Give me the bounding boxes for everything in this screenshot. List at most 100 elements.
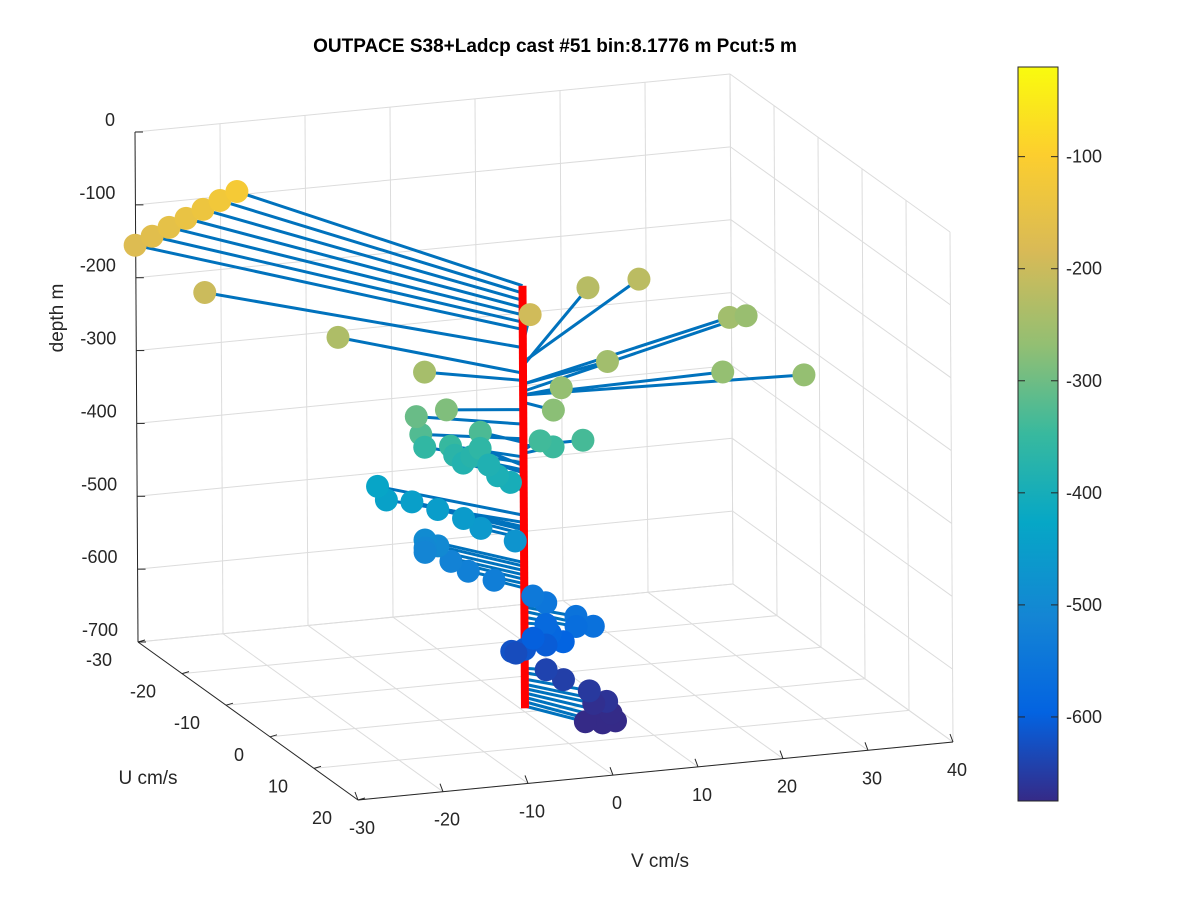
velocity-marker: [123, 233, 147, 257]
u-tick-label: 10: [268, 776, 288, 796]
velocity-marker: [503, 529, 527, 553]
velocity-stick: [185, 216, 524, 310]
velocity-stick: [416, 415, 524, 426]
velocity-stick: [522, 315, 730, 386]
side-wall-gridline: [861, 168, 866, 679]
v-tick-label: -10: [519, 801, 545, 821]
depth-tick-label: -500: [81, 474, 117, 494]
velocity-marker: [225, 180, 249, 204]
u-tick-mark: [181, 671, 190, 675]
velocity-markers: [123, 180, 816, 735]
velocity-marker: [541, 398, 565, 422]
u-tick-label: -30: [86, 650, 112, 670]
velocity-marker: [627, 267, 651, 291]
velocity-stick: [524, 687, 595, 705]
velocity-marker: [413, 540, 437, 564]
velocity-marker: [208, 188, 232, 212]
side-wall-gridline: [773, 105, 778, 616]
v-tick-mark: [864, 742, 869, 751]
velocity-marker: [581, 614, 605, 638]
v-tick-mark: [609, 766, 614, 776]
velocity-marker: [595, 350, 619, 374]
velocity-marker: [157, 215, 181, 239]
velocity-marker: [439, 549, 463, 573]
velocity-stick: [377, 484, 525, 517]
depth-tick-label: -600: [82, 547, 118, 567]
velocity-marker: [434, 398, 458, 422]
side-wall-gridline: [732, 583, 954, 743]
velocity-stick: [134, 243, 524, 331]
velocity-marker: [191, 197, 215, 221]
colorbar-tick-label: -500: [1066, 595, 1102, 615]
velocity-stick: [522, 277, 640, 364]
v-tick-label: 40: [947, 760, 967, 780]
v-tick-label: -20: [434, 810, 460, 830]
velocity-marker: [577, 679, 601, 703]
u-tick-mark: [137, 639, 146, 643]
velocity-stick: [204, 291, 524, 350]
velocity-marker: [711, 360, 735, 384]
side-wall-gridline: [949, 231, 954, 743]
depth-tick-label: -100: [79, 183, 115, 203]
floor-gridline: [181, 615, 778, 675]
u-tick-label: -20: [130, 682, 156, 702]
velocity-marker: [576, 276, 600, 300]
u-tick-mark: [357, 797, 366, 801]
velocity-marker: [528, 429, 552, 453]
velocity-marker: [404, 405, 428, 429]
colorbar-tick-label: -100: [1066, 147, 1102, 167]
colorbar-ticks: -100 -200 -300 -400 -500 -600: [1018, 147, 1102, 727]
u-tick-mark: [313, 765, 322, 769]
colorbar-tick-label: -200: [1066, 259, 1102, 279]
velocity-marker: [521, 584, 545, 608]
velocity-marker: [521, 626, 545, 650]
depth-tick-label: 0: [105, 110, 115, 130]
floor-gridline: [313, 709, 910, 769]
velocity-marker: [468, 420, 492, 444]
v-tick-label: 30: [862, 768, 882, 788]
colorbar: -100 -200 -300 -400 -500 -600: [1017, 66, 1102, 802]
u-axis-line: [137, 641, 359, 801]
v-tick-mark: [354, 791, 359, 801]
velocity-marker: [413, 360, 437, 384]
side-wall-gridline: [731, 437, 953, 597]
side-wall-gridline: [905, 200, 910, 711]
v-tick-label: 0: [612, 793, 622, 813]
velocity-marker: [573, 710, 597, 734]
velocity-marker: [518, 303, 542, 327]
floor-gridline: [392, 616, 614, 776]
side-wall-gridline: [729, 73, 734, 585]
back-wall-gridline: [389, 107, 394, 618]
side-wall-gridline: [729, 73, 951, 233]
back-wall-gridline: [134, 73, 731, 133]
velocity-stick: [337, 335, 524, 375]
depth-tick-label: -400: [81, 401, 117, 421]
velocity-marker: [792, 363, 816, 387]
velocity-stick: [522, 360, 608, 386]
u-tick-label: 0: [234, 745, 244, 765]
v-tick-label: 20: [777, 777, 797, 797]
back-wall-gridline: [136, 292, 732, 352]
velocity-marker: [140, 224, 164, 248]
v-axis-line: [357, 741, 954, 801]
back-wall-gridline: [559, 90, 564, 601]
velocity-marker: [326, 325, 350, 349]
u-tick-mark: [225, 702, 234, 706]
velocity-marker: [571, 428, 595, 452]
velocity-stick: [437, 544, 525, 568]
velocity-marker: [504, 641, 528, 665]
u-tick-label: 20: [312, 808, 332, 828]
velocity-stick: [424, 370, 524, 382]
v-tick-mark: [779, 750, 784, 759]
velocity-marker: [413, 435, 437, 459]
depth-axis-line: [134, 131, 139, 643]
back-wall-gridline: [304, 115, 309, 626]
velocity-marker: [174, 206, 198, 230]
velocity-marker: [534, 658, 558, 682]
velocity-marker: [469, 516, 493, 540]
back-wall-gridline: [137, 583, 734, 643]
u-tick-label: -10: [174, 713, 200, 733]
velocity-marker: [456, 559, 480, 583]
velocity-stick: [202, 207, 523, 302]
colorbar-tick-label: -300: [1066, 371, 1102, 391]
